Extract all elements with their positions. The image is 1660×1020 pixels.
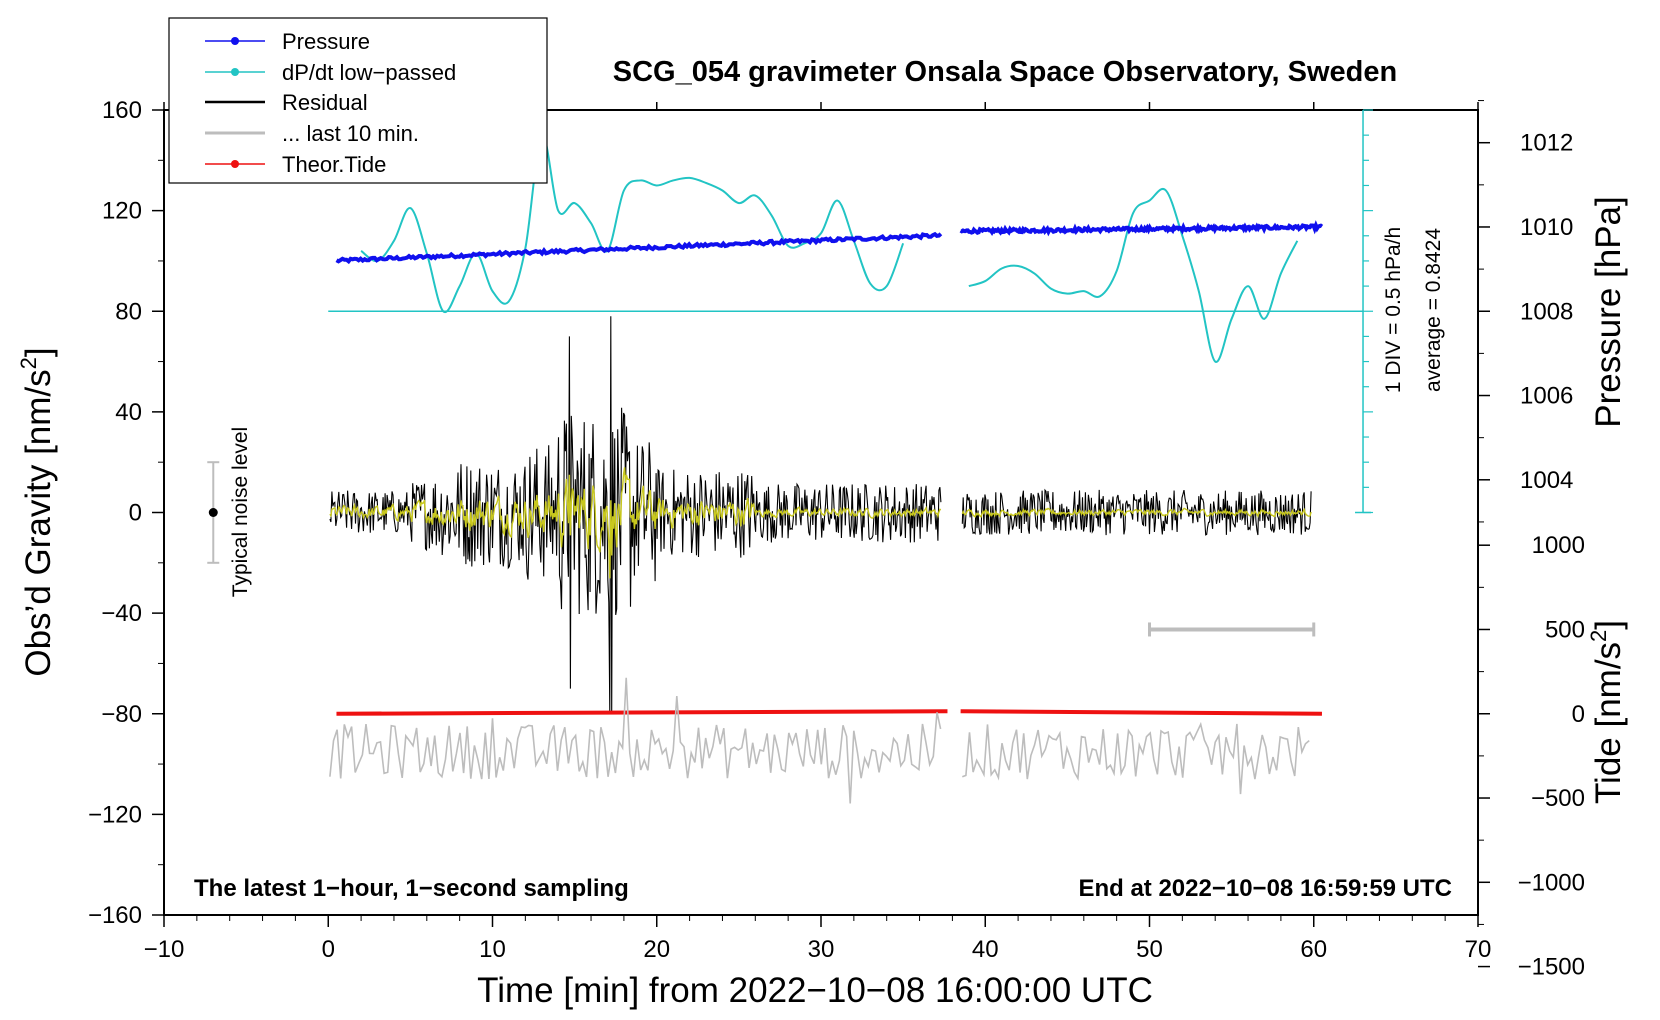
- x-tick-label: 20: [643, 936, 670, 963]
- tide-axis-title-main: Tide [nm/s: [1589, 642, 1628, 804]
- residual-smoothed-segment-1: [329, 467, 942, 579]
- tide-tick-label: 500: [1545, 616, 1585, 643]
- legend-box: [168, 17, 548, 184]
- y-tick-label: −40: [101, 600, 142, 627]
- x-tick-label: 60: [1300, 936, 1327, 963]
- legend-label-residual: Residual: [282, 90, 368, 115]
- pressure-tick-label: 1008: [1520, 298, 1573, 325]
- residual-line-segment-2: [961, 488, 1312, 536]
- legend-entry-dpdt: dP/dt low−passed: [205, 60, 456, 85]
- pressure-line-segment-1: [335, 231, 943, 265]
- tide-tick-label: −1000: [1518, 869, 1585, 896]
- legend-entry-pressure: Pressure: [205, 29, 370, 54]
- tide-axis-title-sup: 2: [1586, 630, 1611, 642]
- pressure-tick-label: 1012: [1520, 130, 1573, 157]
- legend-entry-tide: Theor.Tide: [205, 152, 386, 177]
- tide-axis-title-close: ]: [1589, 620, 1628, 630]
- residual-smoothed-segment-2: [961, 507, 1312, 518]
- tide-tick-label: −500: [1531, 785, 1585, 812]
- last-10-min-line: [329, 677, 1310, 804]
- last-10-min-series: [329, 677, 1310, 804]
- residual-line-segment-1: [329, 316, 942, 714]
- average-note: average = 0.8424: [1422, 228, 1445, 392]
- x-tick-label: 0: [322, 936, 335, 963]
- legend-label-tide: Theor.Tide: [282, 152, 386, 177]
- noise-bar-center: [208, 508, 218, 517]
- tide-tick-label: 0: [1572, 701, 1585, 728]
- y-tick-label: 120: [102, 198, 142, 225]
- x-tick-label: 30: [808, 936, 835, 963]
- y-tick-label: 80: [115, 298, 142, 325]
- right-axis-ticks: 1012 1010 1008 1006 1004 1000 500 0 −500 −1000 −15…: [1478, 100, 1585, 981]
- legend-entry-last10: ... last 10 min.: [205, 121, 419, 146]
- x-axis-title: Time [min] from 2022−10−08 16:00:00 UTC: [477, 971, 1153, 1010]
- x-axis-ticks: −10 0 10 20 30 40 50 60 70: [144, 102, 1492, 963]
- tide-line-segment-2: [960, 709, 1322, 716]
- tide-tick-label: −1500: [1518, 954, 1585, 981]
- y-tick-label: 160: [102, 97, 142, 124]
- y-axis-title-left-main: Obs’d Gravity [nm/s: [19, 369, 58, 676]
- bottom-right-note: End at 2022−10−08 16:59:59 UTC: [1078, 875, 1452, 902]
- noise-label: Typical noise level: [229, 427, 252, 597]
- y-axis-title-left: Obs’d Gravity [nm/s2]: [16, 347, 58, 676]
- legend-marker-tide: [231, 160, 239, 168]
- legend-marker-pressure: [231, 37, 239, 45]
- x-tick-label: 10: [479, 936, 506, 963]
- legend-label-dpdt: dP/dt low−passed: [282, 60, 456, 85]
- pressure-tick-label: 1004: [1520, 467, 1573, 494]
- y-axis-ticks: 160 120 80 40 0 −40 −80 −120 −160: [88, 97, 164, 929]
- legend-label-pressure: Pressure: [282, 29, 370, 54]
- bottom-left-note: The latest 1−hour, 1−second sampling: [194, 875, 629, 902]
- pressure-tick-label: 1010: [1520, 214, 1573, 241]
- y-tick-label: 40: [115, 399, 142, 426]
- pressure-tick-label: 1006: [1520, 383, 1573, 410]
- y-tick-label: −80: [101, 701, 142, 728]
- y-axis-title-left-close: ]: [19, 347, 58, 357]
- legend: Pressure dP/dt low−passed Residual ... l…: [168, 17, 548, 184]
- typical-noise-bar: [207, 461, 220, 564]
- div-note: 1 DIV = 0.5 hPa/h: [1382, 227, 1405, 393]
- tide-axis-title: Tide [nm/s2]: [1586, 620, 1628, 804]
- tide-series: [336, 709, 1322, 716]
- chart-title: SCG_054 gravimeter Onsala Space Observat…: [613, 56, 1397, 88]
- pressure-axis-title: Pressure [hPa]: [1589, 196, 1628, 428]
- y-tick-label: −160: [88, 902, 142, 929]
- x-tick-label: 50: [1136, 936, 1163, 963]
- legend-entry-residual: Residual: [205, 90, 368, 115]
- ten-minute-scale-bar: [1148, 622, 1316, 637]
- y-axis-title-left-sup: 2: [16, 357, 41, 369]
- pressure-line-segment-2: [959, 220, 1324, 237]
- pressure-series: [335, 220, 1324, 265]
- x-tick-label: 40: [972, 936, 999, 963]
- y-tick-label: 0: [129, 500, 142, 527]
- x-tick-label: 70: [1465, 936, 1492, 963]
- tide-line-segment-1: [336, 709, 948, 716]
- tide-tick-label: 1000: [1532, 532, 1585, 559]
- dpdt-line-segment-2: [968, 188, 1299, 363]
- legend-marker-dpdt: [231, 68, 239, 76]
- residual-series: [329, 316, 1312, 714]
- y-tick-label: −120: [88, 801, 142, 828]
- legend-label-last10: ... last 10 min.: [282, 121, 419, 146]
- x-tick-label: −10: [144, 936, 185, 963]
- pressure-divisions: [328, 109, 1374, 514]
